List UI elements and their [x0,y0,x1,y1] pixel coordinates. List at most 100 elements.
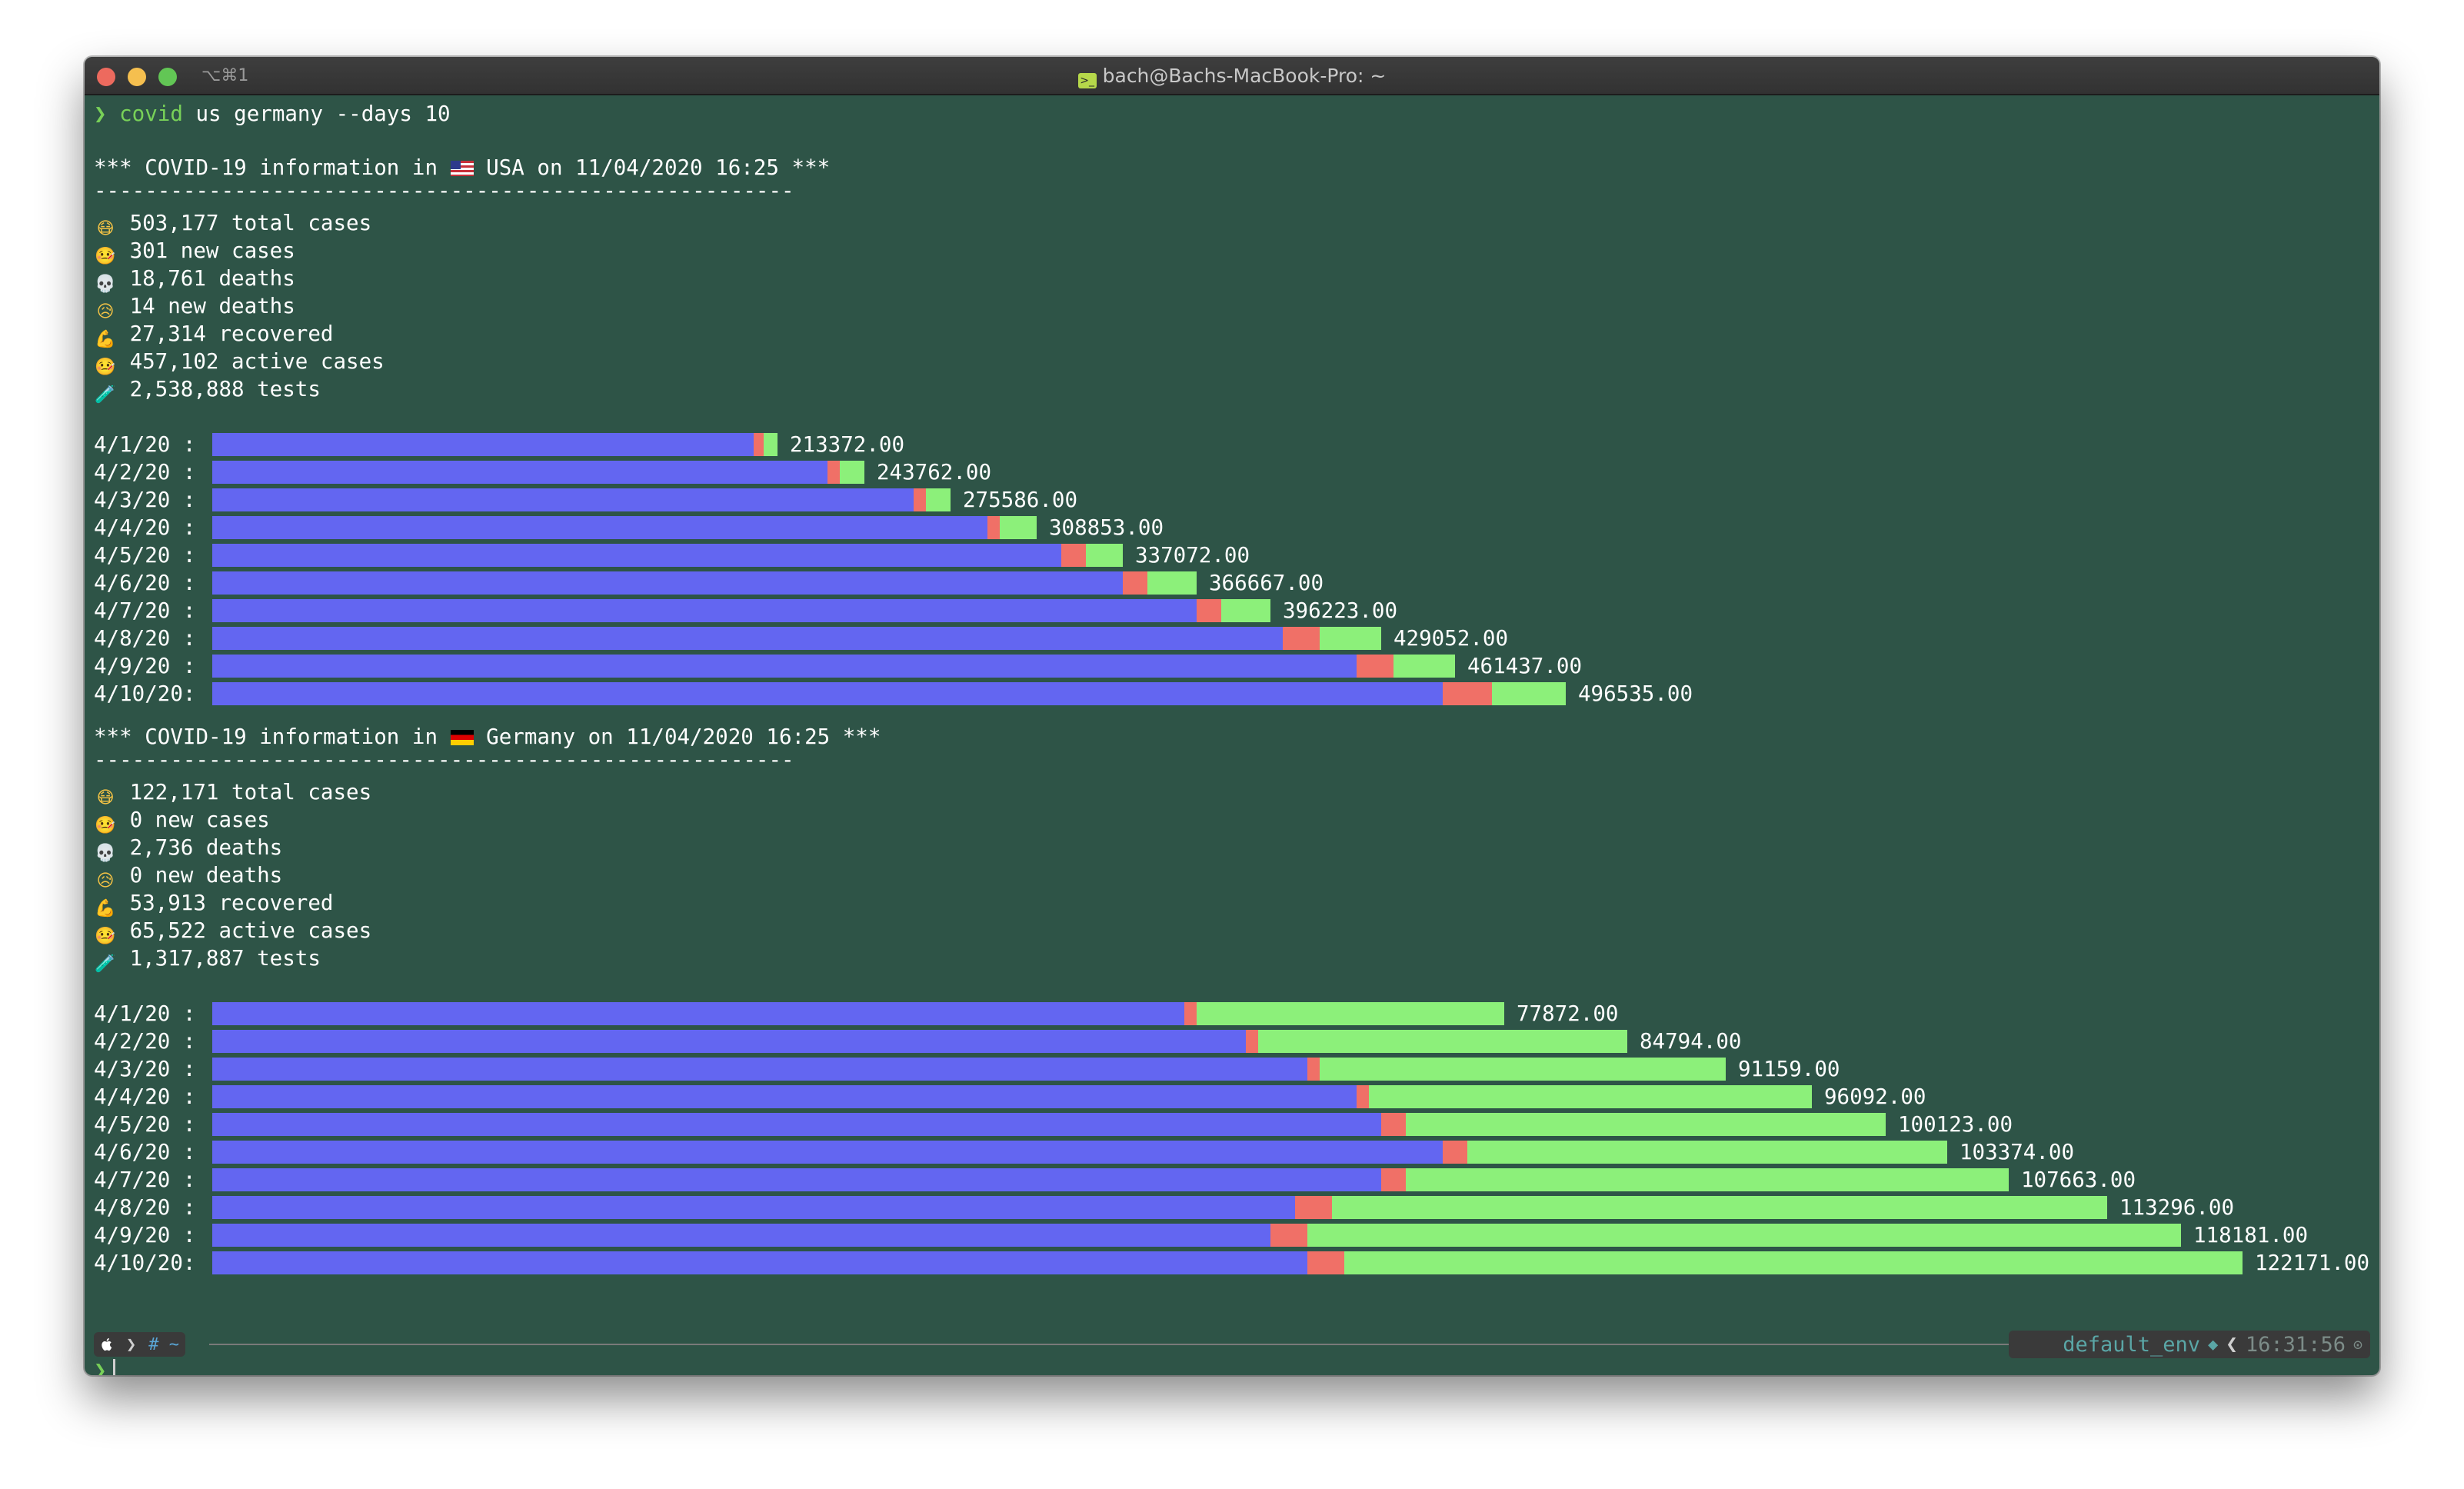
bar-date-label: 4/7/20 : [94,1168,196,1192]
recovered-segment [1197,1002,1504,1025]
recovered-segment [1393,655,1455,678]
skull-icon: 💀 [95,275,116,294]
header-prefix: *** COVID-19 information in [94,725,438,749]
stacked-bar [212,1002,1504,1025]
recovered-segment [1344,1251,2243,1274]
bar-date-label: 4/8/20 : [94,1195,196,1220]
title-bar: ⌥⌘1 >_ bach@Bachs-MacBook-Pro: ~ [85,57,2379,95]
stacked-bar [212,544,1123,567]
test-tube-icon: 🧪 [95,385,116,405]
test-tube-icon: 🧪 [95,954,116,974]
confirmed-segment [212,433,754,456]
stacked-bar [212,488,951,511]
bar-value-label: 103374.00 [1960,1140,2075,1164]
recovered-segment [1320,1058,1726,1081]
confirmed-segment [212,1058,1307,1081]
confirmed-segment [212,544,1061,567]
deaths-segment [1307,1251,1344,1274]
deaths-segment [754,433,764,456]
stacked-bar [212,1168,2009,1191]
stat-row: 🧪 1,317,887 tests [94,944,321,974]
confirmed-segment [212,1251,1307,1274]
confirmed-segment [212,1224,1270,1247]
prompt-chevron-icon: ❯ [120,1332,143,1357]
stat-row: 🤒 457,102 active cases [94,348,384,377]
clock-icon: ⊙ [2352,1335,2362,1354]
header-suffix: USA on 11/04/2020 16:25 *** [486,155,831,180]
prompt-symbol: ❯ [94,102,107,126]
confirmed-segment [212,516,987,539]
stacked-bar [212,627,1381,650]
bar-value-label: 366667.00 [1209,571,1324,595]
bar-date-label: 4/9/20 : [94,654,196,678]
confirmed-segment [212,1196,1295,1219]
confirmed-segment [212,488,914,511]
bar-value-label: 100123.00 [1898,1112,2013,1137]
recovered-segment [1406,1168,2009,1191]
stacked-bar [212,571,1197,595]
confirmed-segment [212,599,1197,622]
stat-row: 🤒 65,522 active cases [94,917,371,946]
deaths-segment [1357,1085,1369,1108]
bar-value-label: 243762.00 [877,460,992,485]
deaths-segment [1270,1224,1307,1247]
deaths-segment [1123,571,1147,595]
stat-text: 301 new cases [129,238,295,263]
stacked-bar [212,599,1270,622]
deaths-segment [1381,1113,1406,1136]
stat-row: 😥 14 new deaths [94,292,295,321]
stat-text: 18,761 deaths [129,266,295,291]
recovered-segment [1307,1224,2181,1247]
recovered-segment [1000,516,1037,539]
recovered-segment [1406,1113,1886,1136]
bar-value-label: 396223.00 [1283,598,1398,623]
recovered-segment [1332,1196,2107,1219]
bar-date-label: 4/4/20 : [94,1084,196,1109]
recovered-segment [1492,682,1566,705]
section-header: *** COVID-19 information in Germany on 1… [94,723,881,751]
bar-value-label: 122171.00 [2255,1251,2370,1275]
bar-value-label: 275586.00 [963,488,1078,512]
bar-date-label: 4/8/20 : [94,626,196,651]
stat-text: 122,171 total cases [129,780,372,804]
stat-row: 💀 2,736 deaths [94,834,282,863]
thermometer-face-icon: 🤒 [95,358,116,377]
recovered-segment [1258,1030,1627,1053]
stat-row: 🤒 0 new cases [94,806,269,835]
input-prompt-line[interactable]: ❯ [94,1357,115,1375]
bar-date-label: 4/7/20 : [94,598,196,623]
bar-date-label: 4/6/20 : [94,571,196,595]
bar-date-label: 4/1/20 : [94,432,196,457]
maximize-window-button[interactable] [158,68,177,86]
stat-text: 2,538,888 tests [129,377,321,401]
confirmed-segment [212,1141,1443,1164]
terminal-content[interactable]: ❯ covid us germany --days 10 *** COVID-1… [94,100,2370,1375]
prompt-time: 16:31:56 [2245,1332,2346,1357]
prompt-symbol: ❯ [94,1358,107,1375]
bar-date-label: 4/5/20 : [94,1112,196,1137]
status-bar-divider [209,1344,2009,1345]
deaths-segment [1381,1168,1406,1191]
stacked-bar [212,1030,1627,1053]
stat-text: 0 new deaths [129,863,283,888]
deaths-segment [1443,1141,1467,1164]
recovered-segment [1369,1085,1812,1108]
bar-value-label: 113296.00 [2119,1195,2235,1220]
confirmed-segment [212,1113,1381,1136]
confirmed-segment [212,1168,1381,1191]
bar-value-label: 429052.00 [1393,626,1509,651]
header-prefix: *** COVID-19 information in [94,155,438,180]
deaths-segment [1295,1196,1332,1219]
stat-row: 😷 503,177 total cases [94,209,372,238]
command-name: covid [119,102,183,126]
chevron-left-icon: ❮ [2226,1333,2238,1356]
bar-date-label: 4/1/20 : [94,1001,196,1026]
minimize-window-button[interactable] [128,68,146,86]
deaths-segment [1283,627,1320,650]
window-title: bach@Bachs-MacBook-Pro: ~ [1102,65,1387,87]
close-window-button[interactable] [97,68,115,86]
stat-row: 🧪 2,538,888 tests [94,375,321,405]
command-args: us germany --days 10 [182,102,451,126]
stacked-bar [212,1113,1886,1136]
status-right-segment: default_env ◆ ❮ 16:31:56 ⊙ [2009,1331,2370,1358]
